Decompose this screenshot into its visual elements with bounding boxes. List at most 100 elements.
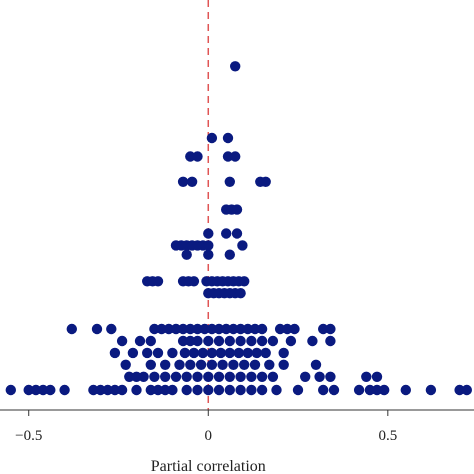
- data-point: [228, 359, 239, 370]
- data-point: [185, 151, 196, 162]
- data-point: [124, 371, 135, 382]
- data-point: [235, 323, 246, 335]
- data-point: [224, 347, 235, 359]
- data-point: [167, 347, 178, 359]
- data-point: [134, 335, 146, 347]
- data-point: [188, 347, 200, 359]
- data-point: [160, 384, 171, 396]
- data-point: [353, 384, 365, 396]
- data-point: [185, 335, 196, 347]
- data-point: [224, 176, 235, 187]
- data-point: [203, 249, 214, 260]
- data-point: [206, 359, 218, 370]
- data-point: [185, 323, 196, 335]
- data-point: [102, 384, 113, 396]
- data-point: [224, 384, 235, 396]
- data-point: [91, 323, 103, 335]
- data-point: [224, 335, 235, 347]
- data-point: [152, 276, 164, 287]
- data-point: [192, 384, 203, 396]
- data-point: [461, 384, 472, 396]
- data-point: [109, 384, 121, 396]
- data-point: [318, 384, 329, 396]
- data-point: [145, 335, 156, 347]
- x-axis-ticks: −0.5 0 0.5: [15, 410, 397, 444]
- data-point: [217, 359, 228, 370]
- data-point: [37, 384, 49, 396]
- data-point: [215, 347, 226, 359]
- data-point: [246, 384, 257, 396]
- data-point: [170, 371, 182, 382]
- data-point: [181, 384, 192, 396]
- data-point: [197, 347, 209, 359]
- data-point: [116, 384, 128, 396]
- data-point: [145, 359, 156, 370]
- x-tick-label: −0.5: [15, 428, 42, 444]
- data-point: [206, 132, 218, 144]
- data-point: [278, 347, 289, 359]
- data-point: [256, 323, 268, 335]
- data-point: [95, 384, 106, 396]
- data-point: [192, 371, 203, 382]
- data-point: [239, 276, 250, 287]
- data-point: [230, 151, 241, 162]
- data-point: [5, 384, 16, 396]
- data-point: [120, 359, 131, 370]
- data-point: [222, 132, 234, 144]
- data-point: [256, 335, 268, 347]
- data-point: [181, 371, 192, 382]
- data-point: [152, 347, 164, 359]
- data-point: [185, 359, 196, 370]
- data-point: [249, 359, 261, 370]
- data-point: [199, 323, 210, 335]
- data-point: [231, 204, 243, 215]
- data-point: [425, 384, 437, 396]
- data-point: [235, 384, 246, 396]
- data-point: [213, 335, 225, 347]
- data-point: [142, 347, 153, 359]
- data-point: [174, 359, 185, 370]
- data-point: [192, 335, 203, 347]
- data-point: [203, 371, 214, 382]
- data-point: [235, 371, 246, 382]
- data-point: [206, 347, 218, 359]
- data-point: [371, 384, 383, 396]
- data-point: [186, 176, 198, 187]
- data-point: [160, 371, 171, 382]
- data-point: [145, 384, 156, 396]
- data-point: [156, 323, 167, 335]
- data-point: [307, 335, 318, 347]
- data-point: [264, 359, 275, 370]
- data-point: [213, 323, 225, 335]
- data-point: [181, 249, 192, 260]
- data-point: [233, 347, 244, 359]
- data-point: [242, 323, 253, 335]
- data-point: [203, 228, 214, 239]
- data-point: [235, 288, 246, 299]
- data-point: [23, 384, 34, 396]
- data-point: [59, 384, 70, 396]
- data-point: [152, 384, 164, 396]
- data-point: [237, 240, 248, 251]
- data-point: [361, 371, 372, 382]
- data-points: [5, 61, 472, 396]
- data-point: [282, 323, 293, 335]
- data-point: [246, 371, 257, 382]
- data-point: [106, 323, 117, 335]
- data-point: [203, 335, 214, 347]
- data-point: [239, 359, 250, 370]
- data-point: [256, 384, 268, 396]
- data-point: [400, 384, 411, 396]
- data-point: [242, 347, 253, 359]
- data-point: [213, 384, 225, 396]
- data-point: [256, 371, 268, 382]
- data-point: [222, 151, 234, 162]
- data-point: [267, 335, 279, 347]
- data-point: [45, 384, 56, 396]
- x-tick-label: 0: [205, 428, 213, 444]
- data-point: [203, 384, 214, 396]
- data-point: [325, 323, 336, 335]
- data-point: [260, 176, 271, 187]
- data-point: [251, 347, 262, 359]
- data-point: [246, 335, 257, 347]
